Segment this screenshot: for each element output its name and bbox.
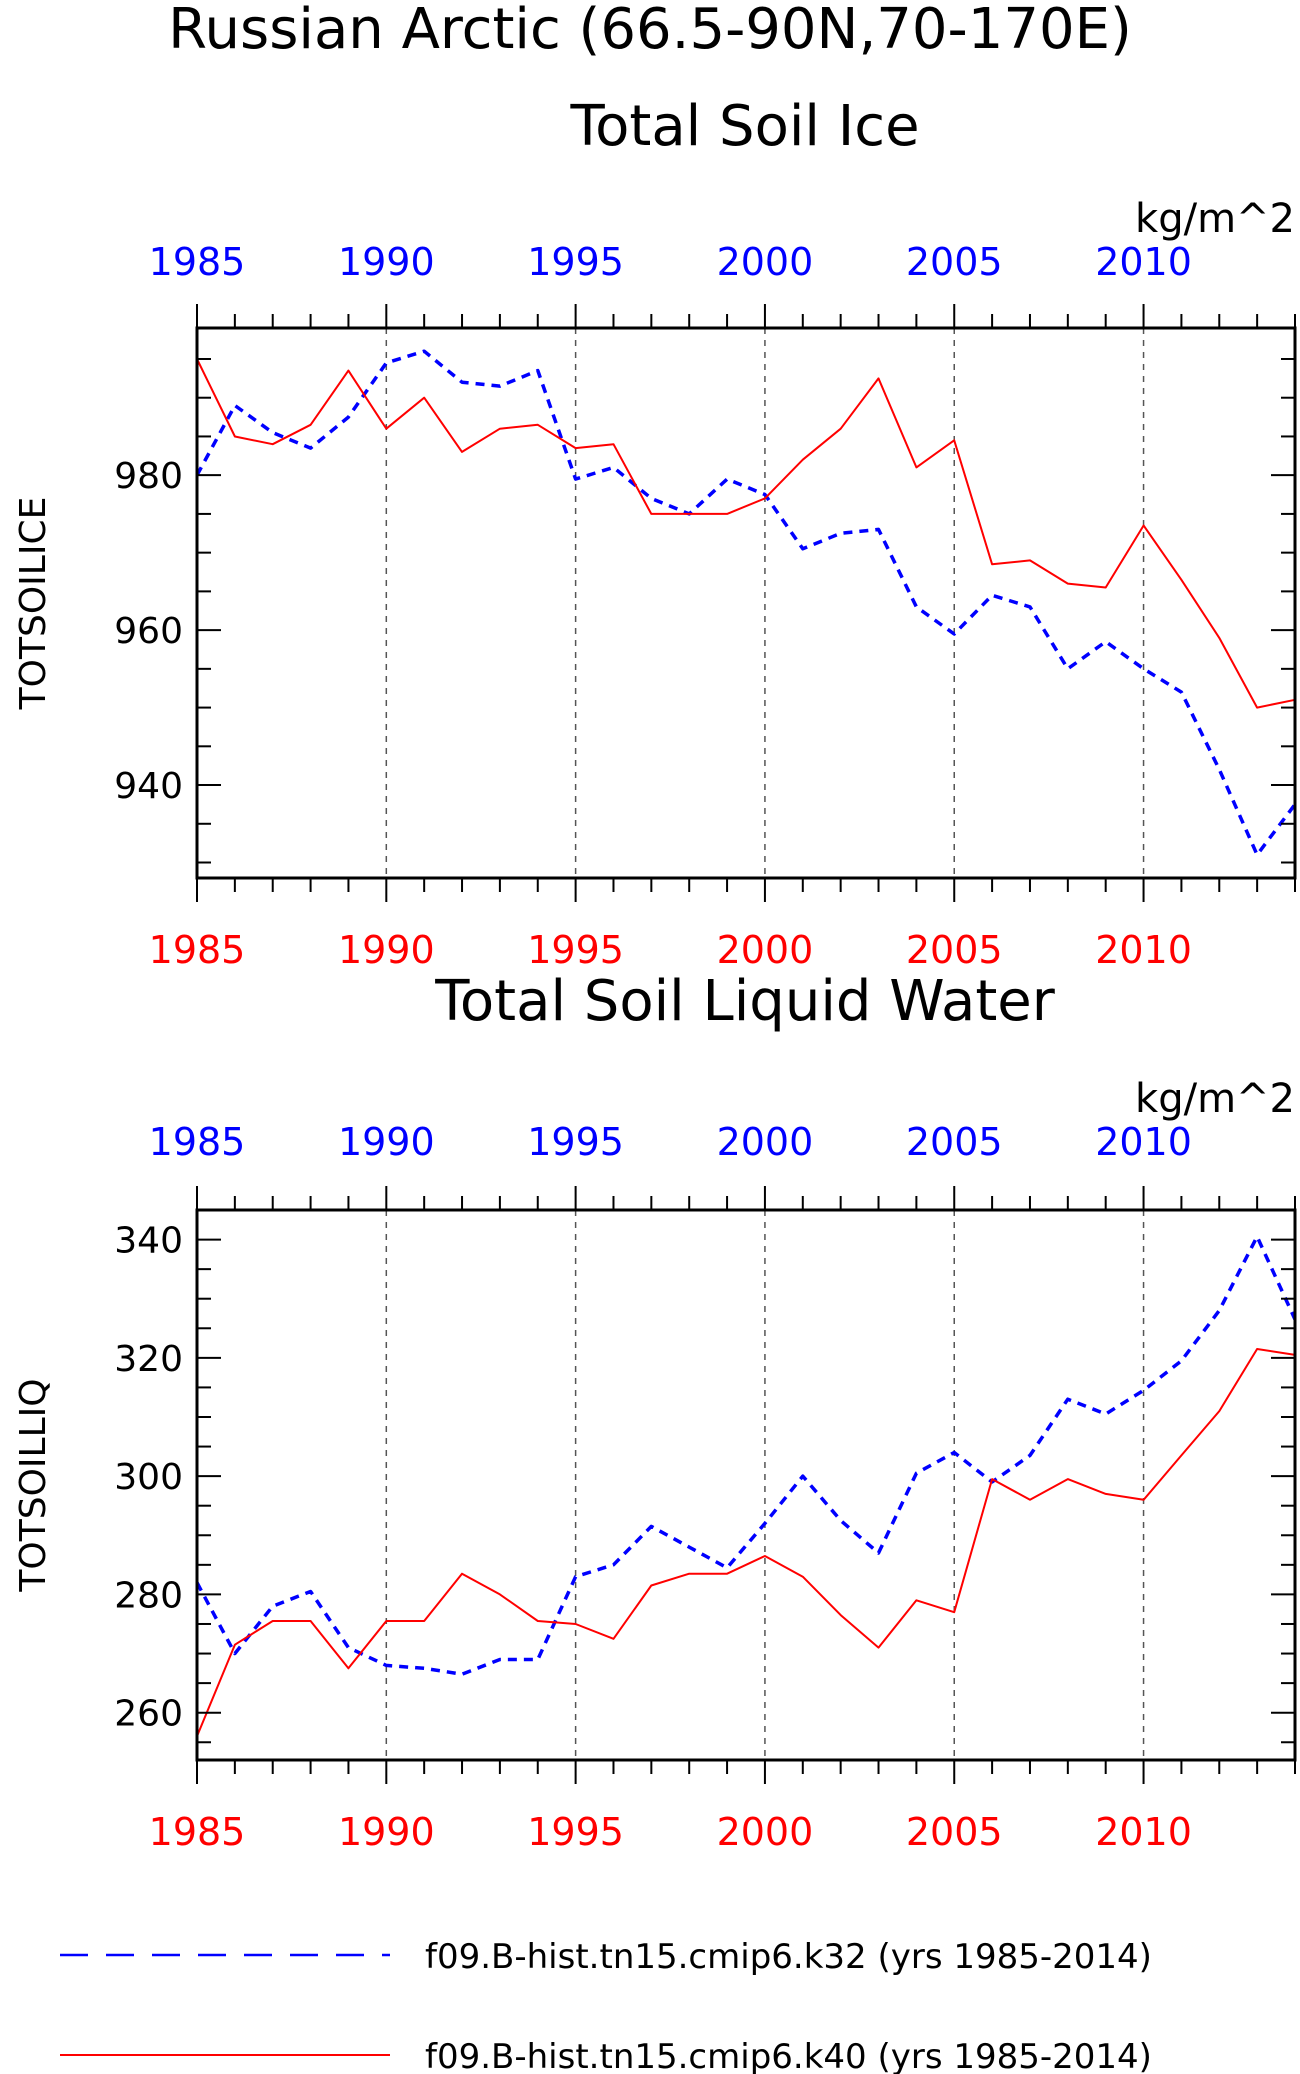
x-tick-label-bottom: 2010 — [1095, 1810, 1192, 1854]
y-tick-label: 300 — [114, 1457, 183, 1498]
legend-label: f09.B-hist.tn15.cmip6.k32 (yrs 1985-2014… — [425, 1937, 1152, 1977]
y-tick-label: 940 — [114, 766, 183, 807]
x-tick-label-top: 2010 — [1095, 1120, 1192, 1164]
x-tick-label-bottom: 1990 — [338, 928, 435, 972]
y-axis-label: TOTSOILLIQ — [13, 1378, 54, 1592]
units-label: kg/m^2 — [1135, 1076, 1295, 1122]
y-tick-label: 960 — [114, 611, 183, 652]
series-line-k32 — [195, 349, 1297, 857]
legend-label: f09.B-hist.tn15.cmip6.k40 (yrs 1985-2014… — [425, 2037, 1152, 2074]
x-tick-label-top: 1985 — [149, 1120, 246, 1164]
x-tick-label-top: 1995 — [527, 240, 624, 284]
x-tick-label-top: 2005 — [906, 240, 1003, 284]
series-line-k40 — [196, 1348, 1296, 1737]
x-tick-label-top: 1990 — [338, 240, 435, 284]
x-tick-label-bottom: 1985 — [149, 928, 246, 972]
x-tick-label-top: 2005 — [906, 1120, 1003, 1164]
panel-title: Total Soil Liquid Water — [434, 969, 1056, 1034]
x-tick-label-bottom: 1990 — [338, 1810, 435, 1854]
y-tick-label: 340 — [114, 1221, 183, 1262]
units-label: kg/m^2 — [1135, 196, 1295, 242]
plot-frame — [195, 1208, 1297, 1762]
plot-frame — [195, 326, 1297, 880]
panel-soil-liquid-water: Total Soil Liquid Water kg/m^2 TOTSOILLIQ 1… — [13, 969, 1297, 1854]
x-tick-label-top: 1985 — [149, 240, 246, 284]
series-line-k40 — [196, 358, 1296, 709]
legend: f09.B-hist.tn15.cmip6.k32 (yrs 1985-2014… — [60, 1937, 1152, 2074]
x-tick-label-top: 1995 — [527, 1120, 624, 1164]
x-tick-label-bottom: 2000 — [717, 928, 814, 972]
x-tick-label-bottom: 2000 — [717, 1810, 814, 1854]
x-tick-label-bottom: 2005 — [906, 928, 1003, 972]
x-tick-label-top: 2000 — [717, 240, 814, 284]
x-tick-label-bottom: 1995 — [527, 928, 624, 972]
y-tick-label: 980 — [114, 456, 183, 497]
y-tick-label: 280 — [114, 1575, 183, 1616]
series-line-k32 — [195, 1234, 1297, 1676]
x-tick-label-bottom: 1985 — [149, 1810, 246, 1854]
x-tick-label-top: 1990 — [338, 1120, 435, 1164]
x-tick-label-top: 2000 — [717, 1120, 814, 1164]
x-tick-label-bottom: 2010 — [1095, 928, 1192, 972]
figure-title: Russian Arctic (66.5-90N,70-170E) — [168, 0, 1132, 62]
panel-title: Total Soil Ice — [569, 94, 919, 159]
x-tick-label-top: 2010 — [1095, 240, 1192, 284]
x-tick-label-bottom: 1995 — [527, 1810, 624, 1854]
x-tick-label-bottom: 2005 — [906, 1810, 1003, 1854]
y-tick-label: 320 — [114, 1339, 183, 1380]
panel-soil-ice: Total Soil Ice kg/m^2 TOTSOILICE 1985 1985 19… — [13, 94, 1297, 972]
y-tick-label: 260 — [114, 1694, 183, 1735]
y-axis-label: TOTSOILICE — [13, 497, 54, 711]
